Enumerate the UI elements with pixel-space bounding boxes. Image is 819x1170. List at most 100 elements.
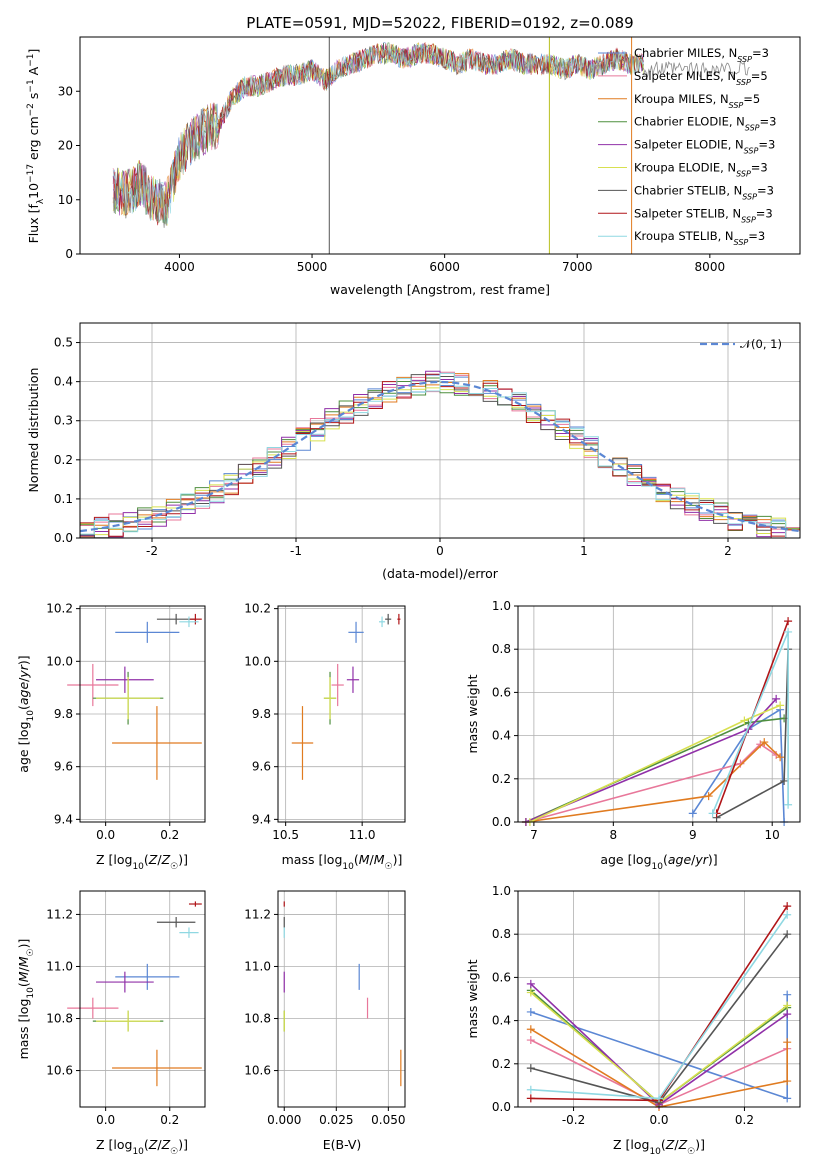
mass-vs-EBV-xtick-label: 0.050: [371, 1113, 405, 1127]
weight-vs-Z-point-marker: [783, 902, 792, 911]
weight-vs-Z-point-marker: [783, 1010, 792, 1019]
weight-vs-Z-ytick-label: 0.6: [492, 970, 511, 984]
weight-vs-age-point-marker: [704, 792, 713, 801]
weight-vs-Z-ytick-label: 0.0: [492, 1100, 511, 1114]
age-vs-mass-ytick-label: 9.6: [252, 760, 271, 774]
weight-vs-Z-point-marker: [526, 1064, 535, 1073]
weight-vs-age-point-marker: [772, 694, 781, 703]
age-vs-Z-xtick-label: 0.0: [96, 828, 115, 842]
legend-label: Salpeter STELIB, NSSP=3: [634, 206, 773, 224]
weight-vs-age-ylabel: mass weight: [465, 674, 480, 753]
histogram-step-line: [80, 372, 800, 539]
spectrum-xlabel: wavelength [Angstrom, rest frame]: [330, 282, 550, 297]
age-vs-Z-xlabel: Z [log10(Z/Z☉)]: [96, 852, 188, 872]
normal-legend-label: 𝒩(0, 1): [740, 337, 782, 351]
age-vs-mass-xlabel: mass [log10(M/M☉)]: [282, 852, 403, 872]
mass-vs-Z-frame: [79, 890, 206, 1108]
weight-vs-Z-point-marker: [783, 990, 792, 999]
mass-vs-Z-ytick-label: 10.8: [46, 1012, 73, 1026]
residuals-ytick-label: 0.1: [54, 492, 73, 506]
age-vs-Z-frame: [79, 605, 206, 823]
residuals-ylabel: Normed distribution: [26, 368, 41, 493]
weight-vs-Z-xtick-label: -0.2: [562, 1113, 585, 1127]
weight-vs-age-ytick-label: 1.0: [492, 599, 511, 613]
mass-vs-EBV-ytick-label: 11.2: [244, 907, 271, 921]
residuals-xtick-label: 2: [724, 544, 732, 558]
weight-vs-Z-point-marker: [783, 1038, 792, 1047]
weight-vs-age-series-line: [525, 740, 781, 823]
weight-vs-Z-point-marker: [526, 988, 535, 997]
weight-vs-age-series-line: [711, 631, 789, 814]
weight-vs-Z-ylabel: mass weight: [465, 959, 480, 1038]
weight-vs-age-ytick-label: 0.4: [492, 729, 511, 743]
weight-vs-age-series-line: [716, 649, 789, 819]
legend-label: Chabrier ELODIE, NSSP=3: [634, 115, 776, 133]
weight-vs-Z-ytick-label: 0.8: [492, 927, 511, 941]
weight-vs-age-point-marker: [688, 809, 697, 818]
spectrum-ylabel: Flux [fλ10−17 erg cm−2 s−1 A−1]: [26, 49, 46, 244]
weight-vs-Z-xtick-label: 0.2: [735, 1113, 754, 1127]
residuals-ytick-label: 0.3: [54, 414, 73, 428]
spectrum-xtick-label: 7000: [562, 260, 593, 274]
spectrum-ytick-label: 30: [58, 84, 73, 98]
spectrum-xtick-label: 6000: [429, 260, 460, 274]
age-vs-Z-ytick-label: 9.8: [54, 707, 73, 721]
age-vs-mass-xtick-label: 10.5: [272, 828, 299, 842]
mass-vs-EBV-ytick-label: 10.8: [244, 1012, 271, 1026]
mass-vs-EBV-xtick-label: 0.000: [267, 1113, 301, 1127]
mass-vs-Z-ytick-label: 11.0: [46, 959, 73, 973]
weight-vs-age-point-marker: [784, 627, 793, 636]
spectrum-ytick-label: 20: [58, 139, 73, 153]
age-vs-Z-xtick-label: 0.2: [160, 828, 179, 842]
age-vs-Z-ytick-label: 10.2: [46, 602, 73, 616]
legend-label: Kroupa STELIB, NSSP=3: [634, 229, 765, 247]
weight-vs-age-xtick-label: 10: [765, 828, 780, 842]
weight-vs-Z-ytick-label: 0.4: [492, 1014, 511, 1028]
residuals-xtick-label: -1: [290, 544, 302, 558]
legend-label: Chabrier MILES, NSSP=3: [634, 46, 769, 64]
weight-vs-Z-ytick-label: 1.0: [492, 884, 511, 898]
weight-vs-Z-point-marker: [783, 1094, 792, 1103]
weight-vs-age-ytick-label: 0.2: [492, 772, 511, 786]
weight-vs-Z-series-line: [530, 1028, 789, 1108]
weight-vs-age-xlabel: age [log10(age/yr)]: [600, 852, 717, 872]
mass-vs-EBV-xlabel: E(B-V): [323, 1137, 362, 1152]
weight-vs-age-point-marker: [784, 617, 793, 626]
weight-vs-age-point-marker: [708, 809, 717, 818]
weight-vs-Z-point-marker: [526, 1025, 535, 1034]
mass-vs-Z-xtick-label: 0.2: [160, 1113, 179, 1127]
weight-vs-Z-ytick-label: 0.2: [492, 1057, 511, 1071]
weight-vs-Z-point-marker: [783, 1077, 792, 1086]
residuals-ytick-label: 0.0: [54, 531, 73, 545]
weight-vs-Z-point-marker: [783, 930, 792, 939]
residuals-ytick-label: 0.4: [54, 375, 73, 389]
weight-vs-age-point-marker: [780, 776, 789, 785]
legend-label: Salpeter ELODIE, NSSP=3: [634, 138, 775, 156]
weight-vs-Z-frame: [517, 890, 801, 1108]
age-vs-Z-ytick-label: 9.6: [54, 760, 73, 774]
weight-vs-age-ytick-label: 0.6: [492, 685, 511, 699]
weight-vs-age-ytick-label: 0.0: [492, 815, 511, 829]
weight-vs-Z-point-marker: [526, 1094, 535, 1103]
legend-label: Salpeter MILES, NSSP=5: [634, 69, 768, 87]
mass-vs-Z-xlabel: Z [log10(Z/Z☉)]: [96, 1137, 188, 1157]
age-vs-Z-ytick-label: 9.4: [54, 812, 73, 826]
mass-vs-Z-ytick-label: 11.2: [46, 907, 73, 921]
weight-vs-Z-point-marker: [655, 1094, 663, 1103]
legend-label: Chabrier STELIB, NSSP=3: [634, 183, 774, 201]
spectrum-tail-line: [643, 60, 750, 79]
residuals-xtick-label: 0: [436, 544, 444, 558]
age-vs-mass-ytick-label: 9.4: [252, 812, 271, 826]
weight-vs-age-point-marker: [760, 738, 769, 747]
residuals-xtick-label: 1: [580, 544, 588, 558]
spectrum-frame: [79, 36, 801, 255]
weight-vs-age-point-marker: [740, 716, 749, 725]
weight-vs-Z-point-marker: [526, 1085, 535, 1094]
weight-vs-age-xtick-label: 8: [610, 828, 618, 842]
weight-vs-Z-point-marker: [783, 910, 792, 919]
weight-vs-age-xtick-label: 7: [530, 828, 538, 842]
mass-vs-EBV-frame: [277, 890, 406, 1108]
spectrum-xtick-label: 4000: [164, 260, 195, 274]
